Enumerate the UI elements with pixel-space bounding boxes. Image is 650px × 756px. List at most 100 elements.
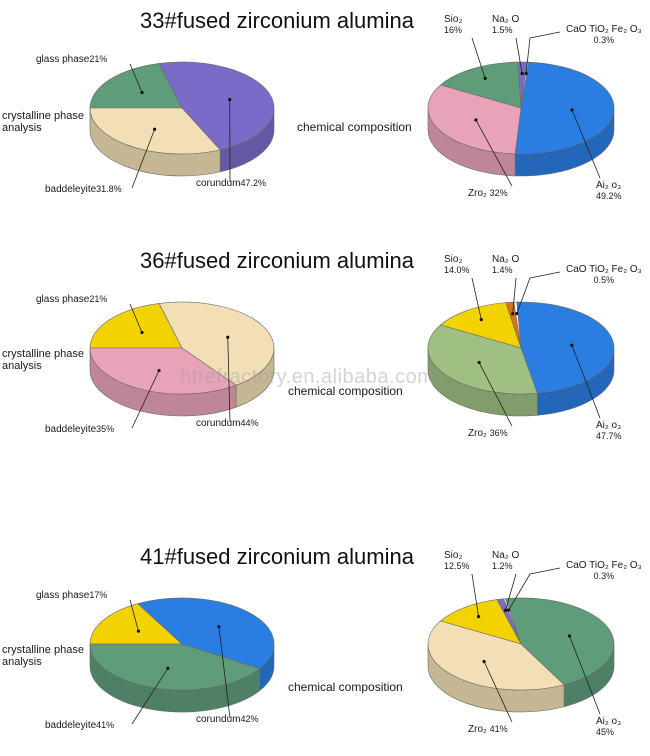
chart-title: 36#fused zirconium alumina — [140, 248, 414, 273]
chem-3-dot — [570, 343, 574, 347]
chem-label-name: CaO TiO₂ Fe₂ O₃ — [566, 264, 642, 275]
phase-slice-1 — [158, 61, 275, 151]
phase-analysis-line: analysis — [2, 656, 42, 668]
chem-slice-0 — [439, 302, 522, 349]
phase-label-0: glass phase21% — [36, 294, 107, 305]
phase-2-dot — [166, 666, 170, 670]
chem-label-name: Na₂ O — [492, 14, 520, 25]
chem-label-name: CaO TiO₂ Fe₂ O₃ — [566, 24, 642, 35]
phase-analysis-label: crystalline phase analysis — [2, 110, 84, 134]
phase-slice-0 — [89, 603, 183, 645]
chem-label-1: Na₂ O 1.4% — [492, 254, 519, 276]
chem-4-dot — [482, 659, 486, 664]
chem-label-name: Sio₂ — [444, 254, 463, 265]
phase-pie — [89, 301, 275, 417]
chem-label-pct: 49.2% — [596, 191, 622, 201]
chem-0-leader — [471, 277, 482, 320]
chem-label-pct: 0.3% — [593, 35, 615, 45]
chem-label-name: Ai₂ o₃ — [596, 420, 622, 431]
chem-label-pct: 16% — [444, 25, 463, 35]
chem-2-leader-ext — [529, 31, 561, 39]
chem-2-dot — [524, 71, 528, 76]
phase-label-pct: 47.2% — [240, 178, 266, 188]
chem-1-leader — [505, 573, 517, 611]
phase-2-dot — [153, 127, 157, 131]
chem-2-dot — [507, 608, 511, 612]
chem-label-name: Zro₂ — [468, 188, 490, 199]
phase-analysis-line: crystalline phase — [2, 110, 84, 122]
chem-2-leader-ext — [529, 271, 561, 279]
phase-slice-1 — [137, 597, 275, 669]
chem-slice-0 — [439, 61, 522, 109]
phase-analysis-line: crystalline phase — [2, 348, 84, 360]
chem-1-dot — [503, 608, 508, 612]
chem-2-dot — [515, 311, 519, 316]
phase-1-dot — [226, 335, 230, 339]
chart-title: 33#fused zirconium alumina — [140, 8, 414, 33]
phase-label-2: baddeleyite41% — [45, 720, 114, 731]
phase-label-pct: 21% — [89, 54, 108, 64]
phase-0-dot — [136, 629, 141, 633]
chem-label-pct: 0.3% — [593, 571, 615, 581]
chem-label-0: Sio₂ 16% — [444, 14, 462, 36]
watermark: htrefractory.en.alibaba.com — [180, 366, 435, 388]
chem-0-dot — [479, 318, 483, 322]
chart-title: 41#fused zirconium alumina — [140, 544, 414, 569]
phase-analysis-label: crystalline phase analysis — [2, 348, 84, 372]
phase-pie — [89, 61, 275, 177]
chem-label-pct: 36% — [489, 428, 508, 438]
phase-label-2: baddeleyite31.8% — [45, 184, 122, 195]
phase-2-leader — [131, 668, 169, 725]
chem-4-dot — [474, 118, 478, 122]
chem-label-name: Na₂ O — [492, 550, 520, 561]
chem-3-leader — [571, 109, 601, 179]
phase-label-0: glass phase21% — [36, 54, 107, 65]
phase-label-1: corundum42% — [196, 714, 258, 725]
phase-label-name: baddeleyite — [45, 424, 97, 435]
chem-label-name: Ai₂ o₃ — [596, 716, 622, 727]
phase-slice-0 — [89, 63, 183, 109]
chemical-composition-label: chemical composition — [288, 680, 403, 694]
chem-label-name: Sio₂ — [444, 14, 463, 25]
phase-2-leader — [131, 370, 160, 429]
chem-label-3: Ai₂ o₃ 47.7% — [596, 420, 622, 442]
chem-slice-0 — [439, 599, 522, 645]
chem-label-4: Zro₂ 41% — [468, 724, 508, 735]
phase-label-name: corundum — [196, 178, 241, 189]
chem-1-dot — [511, 312, 515, 316]
chem-label-2: CaO TiO₂ Fe₂ O₃ 0.3% — [566, 24, 642, 46]
chem-label-name: Sio₂ — [444, 550, 463, 561]
phase-label-name: glass phase — [36, 590, 90, 601]
chem-pie — [427, 301, 615, 417]
chem-label-0: Sio₂ 12.5% — [444, 550, 470, 572]
chem-label-pct: 12.5% — [444, 561, 470, 571]
chem-0-dot — [476, 615, 481, 619]
chem-label-pct: 1.4% — [492, 265, 513, 275]
chem-label-name: Na₂ O — [492, 254, 520, 265]
chem-label-2: CaO TiO₂ Fe₂ O₃ 0.3% — [566, 560, 642, 582]
chem-label-1: Na₂ O 1.2% — [492, 550, 519, 572]
phase-label-name: baddeleyite — [45, 184, 97, 195]
phase-2-leader — [131, 129, 155, 189]
chart-block-2: 36#fused zirconium alumina glass phase21%… — [0, 244, 650, 456]
phase-label-name: glass phase — [36, 294, 90, 305]
phase-0-leader — [129, 63, 143, 93]
phase-0-dot — [140, 330, 144, 335]
chem-label-name: CaO TiO₂ Fe₂ O₃ — [566, 560, 642, 571]
phase-analysis-line: crystalline phase — [2, 644, 84, 656]
phase-label-pct: 21% — [89, 294, 108, 304]
chem-4-dot — [477, 360, 481, 365]
phase-slice-2 — [89, 643, 261, 691]
chem-label-pct: 47.7% — [596, 431, 622, 441]
chem-0-leader — [471, 573, 479, 617]
phase-analysis-line: analysis — [2, 360, 42, 372]
chem-label-2: CaO TiO₂ Fe₂ O₃ 0.5% — [566, 264, 642, 286]
chem-slice-4 — [427, 620, 565, 691]
phase-1-leader — [227, 337, 231, 423]
phase-1-dot — [217, 625, 221, 629]
chem-1-leader — [512, 277, 517, 314]
phase-label-pct: 17% — [89, 590, 108, 600]
chem-2-leader — [525, 37, 531, 74]
phase-label-2: baddeleyite35% — [45, 424, 114, 435]
phase-analysis-label: crystalline phase analysis — [2, 644, 84, 668]
